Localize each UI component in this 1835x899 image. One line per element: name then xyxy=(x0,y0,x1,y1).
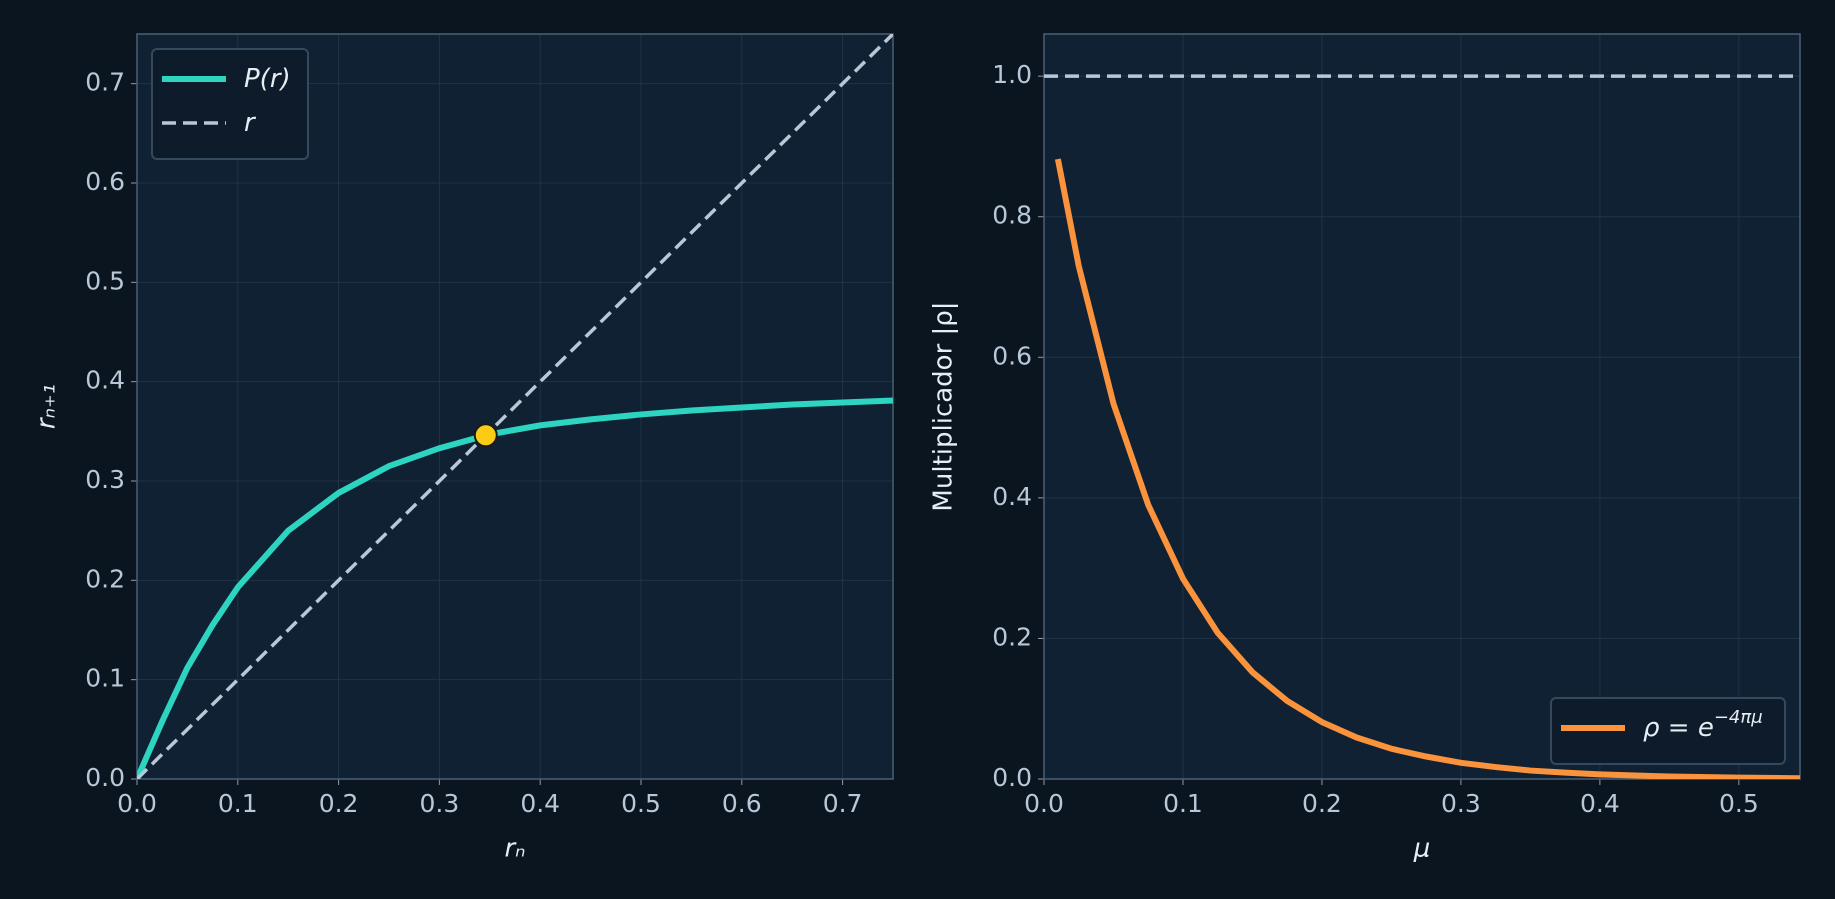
x-tick-label: 0.6 xyxy=(722,789,762,818)
legend-label-text: P(r) xyxy=(244,64,291,94)
legend-label-superscript: −4πμ xyxy=(1714,707,1763,728)
x-tick-label: 0.7 xyxy=(823,789,863,818)
y-tick-label: 0.4 xyxy=(992,482,1032,511)
y-axis-label: Multiplicador |ρ| xyxy=(929,301,959,511)
series-line xyxy=(1054,158,1800,779)
y-tick-label: 0.7 xyxy=(85,68,125,97)
fixed-point xyxy=(473,423,498,448)
y-tick-label: 0.2 xyxy=(992,622,1032,651)
x-axis-label: rₙ xyxy=(504,834,525,864)
x-tick-label: 0.4 xyxy=(1580,789,1620,818)
x-tick-label: 0.5 xyxy=(1719,789,1759,818)
series-line xyxy=(137,34,893,779)
series-line xyxy=(137,397,893,779)
x-tick-label: 0.1 xyxy=(218,789,258,818)
legend-label: ρ = e−4πμ xyxy=(1643,707,1763,743)
x-tick-label: 0.4 xyxy=(520,789,560,818)
plot-area xyxy=(1044,34,1800,779)
x-tick-label: 0.3 xyxy=(420,789,460,818)
y-tick-label: 0.5 xyxy=(85,266,125,295)
x-tick-label: 0.2 xyxy=(319,789,359,818)
x-axis-label: μ xyxy=(1413,834,1431,864)
y-tick-label: 0.6 xyxy=(85,167,125,196)
y-axis-label: rₙ₊₁ xyxy=(32,384,62,429)
x-tick-label: 0.1 xyxy=(1163,789,1203,818)
legend-label-text: ρ = e xyxy=(1643,713,1714,743)
x-tick-label: 0.3 xyxy=(1441,789,1481,818)
y-tick-label: 0.3 xyxy=(85,465,125,494)
y-tick-label: 0.0 xyxy=(85,763,125,792)
plot-frame xyxy=(136,33,894,780)
x-tick-label: 0.2 xyxy=(1302,789,1342,818)
legend-label-text: r xyxy=(244,108,257,138)
y-tick-label: 0.4 xyxy=(85,366,125,395)
y-tick-label: 1.0 xyxy=(992,60,1032,89)
plot-frame xyxy=(1043,33,1801,780)
y-tick-label: 0.2 xyxy=(85,564,125,593)
x-tick-label: 0.0 xyxy=(1024,789,1064,818)
y-tick-label: 0.0 xyxy=(992,763,1032,792)
legend-label: r xyxy=(244,108,257,138)
y-tick-label: 0.6 xyxy=(992,341,1032,370)
x-tick-label: 0.5 xyxy=(621,789,661,818)
y-tick-label: 0.8 xyxy=(992,201,1032,230)
y-tick-label: 0.1 xyxy=(85,664,125,693)
legend-box xyxy=(1550,697,1786,765)
legend-label: P(r) xyxy=(244,64,291,94)
x-tick-label: 0.0 xyxy=(117,789,157,818)
